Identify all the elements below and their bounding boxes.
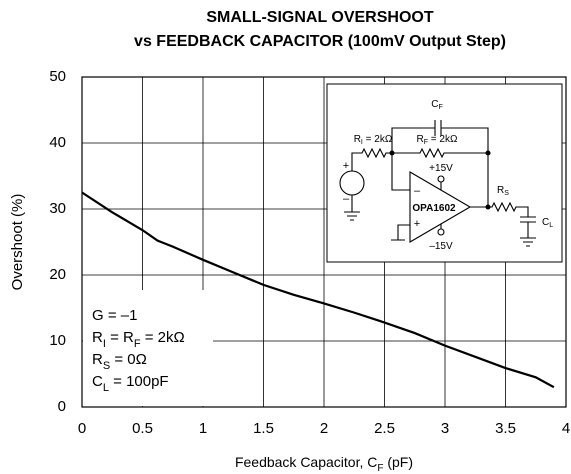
text-segment: = 2kΩ	[141, 329, 185, 346]
text-segment: S	[504, 190, 509, 197]
text-segment: C	[431, 99, 438, 110]
ground	[391, 224, 410, 241]
y-tick-label: 30	[49, 200, 66, 217]
text-segment: = 2kΩ	[363, 134, 393, 145]
text-segment: G = –1	[92, 307, 137, 324]
x-axis-label: Feedback Capacitor, CF (pF)	[235, 454, 413, 474]
y-tick-label: 40	[49, 134, 66, 151]
text-segment: Feedback Capacitor, C	[235, 454, 377, 470]
text-segment: F	[424, 139, 428, 146]
text-segment: I	[361, 139, 363, 146]
inset-label: –	[343, 193, 350, 205]
text-segment: (pF)	[383, 454, 413, 470]
x-tick-label: 2.5	[374, 420, 395, 437]
inset-label: –	[414, 185, 421, 197]
inset-label: RS	[497, 185, 509, 198]
node	[389, 150, 395, 156]
text-segment: S	[103, 360, 110, 372]
x-tick-label: 0	[78, 420, 86, 437]
terminal	[437, 175, 445, 183]
x-tick-label: 2	[320, 420, 328, 437]
annotation: RS = 0Ω	[92, 351, 147, 372]
y-tick-label: 50	[49, 68, 66, 85]
inset-label: +15V	[429, 163, 453, 174]
x-tick-label: 1	[199, 420, 207, 437]
wire	[351, 147, 489, 207]
inset-label: CL	[542, 217, 553, 230]
text-segment: F	[377, 463, 383, 474]
text-segment: +15V	[429, 163, 453, 174]
labels: 0 10 20 30 40 50 0 0.5 1 1.5 2 2.5 3 3.5 4 Feedback Cap…	[49, 68, 570, 474]
text-segment: R	[92, 351, 103, 368]
text-segment: = R	[106, 329, 134, 346]
annotation: CL = 100pF	[92, 373, 169, 394]
inset-label: RF = 2kΩ	[417, 134, 458, 147]
node	[485, 204, 491, 210]
x-tick-label: 3.5	[495, 420, 516, 437]
text-segment: = 2kΩ	[428, 134, 458, 145]
y-axis-label: Overshoot (%)	[9, 194, 26, 291]
annotation: G = –1	[92, 307, 137, 324]
text-segment: OPA1602	[412, 203, 456, 214]
text-segment: –15V	[429, 241, 453, 252]
x-tick-label: 3	[441, 420, 449, 437]
chart-subtitle: vs FEEDBACK CAPACITOR (100mV Output Step…	[134, 33, 506, 50]
text-segment: L	[549, 222, 553, 229]
circuit	[339, 120, 536, 247]
x-tick-label: 1.5	[253, 420, 274, 437]
capacitor	[434, 120, 442, 136]
x-tick-label: 0.5	[132, 420, 153, 437]
text-segment: C	[92, 373, 103, 390]
data-line	[81, 191, 555, 389]
annotation-box	[83, 290, 213, 406]
terminal	[437, 228, 445, 236]
plot-frame	[81, 76, 567, 408]
text-segment: C	[542, 217, 549, 228]
ground	[344, 195, 360, 221]
y-tick-label: 10	[49, 332, 66, 349]
text-segment: +	[343, 160, 349, 172]
wire	[470, 201, 536, 247]
inset-label: +	[343, 160, 349, 172]
wire	[391, 127, 489, 153]
y-tick-label: 20	[49, 266, 66, 283]
wire	[391, 153, 410, 191]
inset-label: OPA1602	[412, 203, 456, 214]
text-segment: = 0Ω	[110, 351, 147, 368]
annotation: RI = RF = 2kΩ	[92, 329, 185, 350]
text-segment: –	[414, 185, 421, 197]
op-amp	[409, 171, 472, 243]
text-segment: R	[92, 329, 103, 346]
text-segment: = 100pF	[109, 373, 169, 390]
inset-label: CF	[431, 99, 443, 112]
node	[485, 150, 491, 156]
text-segment: R	[417, 134, 424, 145]
text-segment: I	[103, 338, 106, 350]
y-tick-label: 0	[58, 398, 66, 415]
text-segment: F	[134, 338, 141, 350]
text-segment: L	[103, 382, 109, 394]
text-segment: R	[497, 185, 504, 196]
text-segment: –	[343, 193, 350, 205]
x-tick-label: 4	[562, 420, 570, 437]
text-segment: +	[414, 218, 420, 230]
chart-title: SMALL-SIGNAL OVERSHOOT	[206, 9, 433, 26]
inset-label: +	[414, 218, 420, 230]
text-segment: F	[438, 104, 442, 111]
inset-label: RI = 2kΩ	[354, 134, 393, 147]
text-segment: R	[354, 134, 361, 145]
inset-label: –15V	[429, 241, 453, 252]
